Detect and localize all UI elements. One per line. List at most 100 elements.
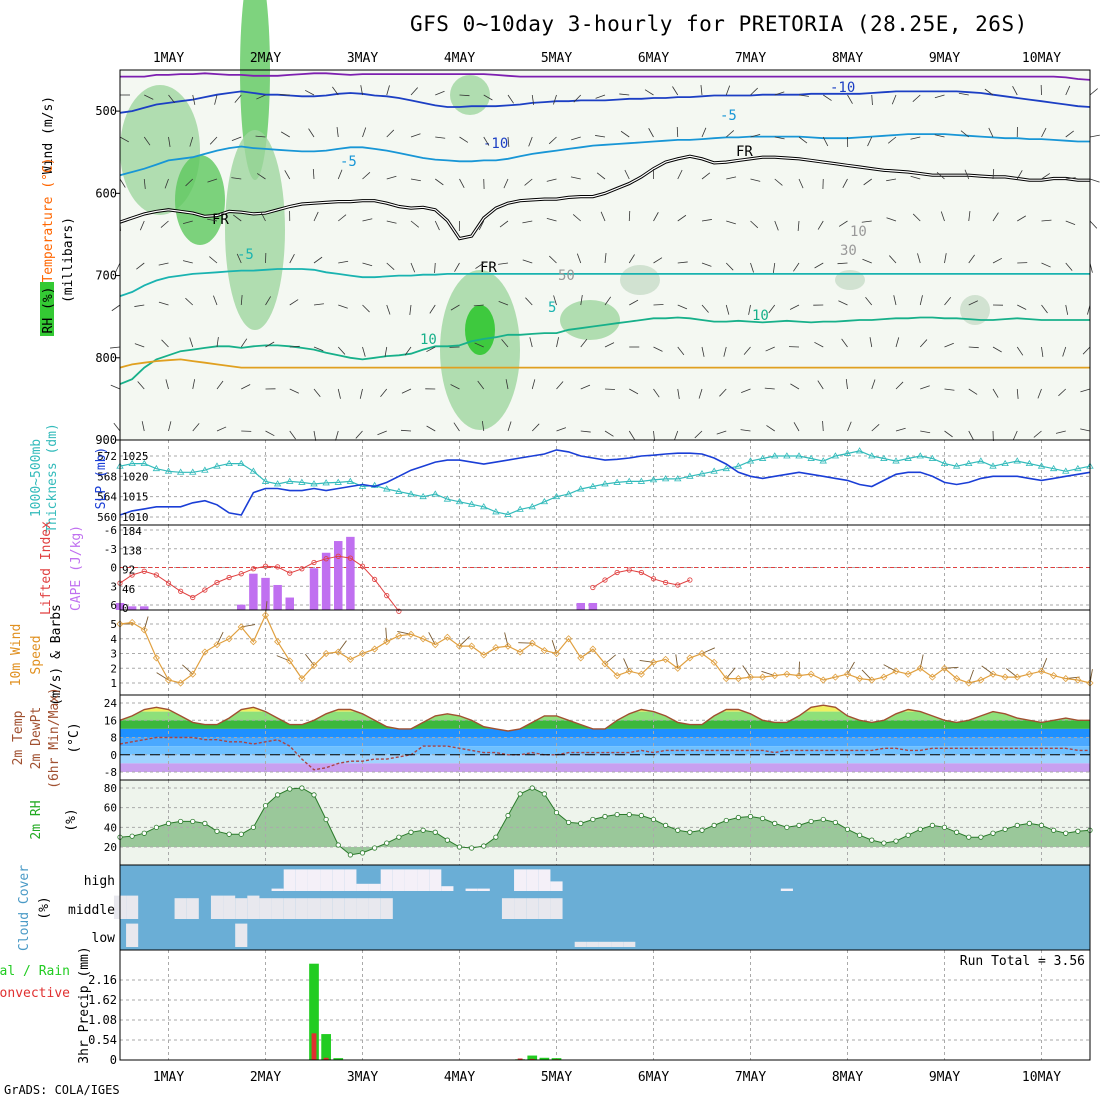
p1-mb-label: (millibars) [61, 217, 76, 303]
rh-marker [699, 827, 705, 833]
precip-convective-bar [323, 1057, 329, 1060]
wind-barb [910, 136, 921, 140]
wind-barb [289, 345, 300, 348]
wind10-marker [965, 679, 973, 687]
wind10-marker [662, 655, 670, 663]
wind-barb [240, 338, 248, 348]
wind-barb [192, 379, 196, 390]
thickness-marker [564, 490, 573, 497]
li-marker [372, 576, 378, 582]
wind-barb [384, 346, 388, 357]
thickness-marker [868, 452, 876, 459]
thickness-marker [589, 482, 597, 489]
li-marker [602, 577, 608, 583]
thickness-marker [383, 485, 391, 492]
wind-barb [653, 212, 659, 222]
p4-tick: 1 [110, 677, 117, 690]
cloud-cell-middle [126, 895, 139, 919]
wind-barb [435, 90, 445, 96]
p2-left-tick: 568 [97, 470, 117, 483]
rh-marker [857, 832, 863, 838]
wind-barb [750, 220, 759, 229]
li-marker [190, 594, 196, 601]
wind-barb [604, 388, 616, 390]
wind-barb [507, 94, 514, 104]
wind-barb [750, 134, 761, 138]
thickness-marker [758, 454, 767, 461]
wind-barb [525, 297, 533, 306]
p4-tick: 4 [110, 633, 117, 646]
thickness-marker [286, 477, 294, 484]
rh-marker [966, 834, 972, 840]
wind-barb [893, 295, 897, 306]
rh-marker [869, 837, 875, 843]
wind-barb [719, 388, 727, 397]
wind-barb [404, 346, 412, 356]
wind-barb [571, 136, 581, 141]
p2-slp-label: SLP (mb) [94, 447, 109, 510]
wind-barb [765, 346, 775, 352]
wind-barb [677, 346, 685, 356]
wind10-marker [1025, 670, 1033, 678]
li-marker [675, 582, 681, 588]
cloud-cell-high [392, 869, 405, 891]
p1-rh-label: RH (%) [41, 287, 56, 334]
p1-rh-legend-swatch [40, 282, 54, 336]
p4-label-b: Speed [29, 635, 44, 674]
wind-barb [968, 430, 974, 441]
thickness-marker [201, 466, 209, 473]
rh-marker [481, 843, 487, 849]
wind-barb [231, 136, 242, 141]
thickness-marker [613, 478, 621, 485]
wind-barb [256, 94, 266, 100]
thickness-marker [1037, 462, 1046, 469]
wind-barb [304, 89, 315, 96]
wind-barb [1065, 85, 1071, 96]
li-marker [687, 577, 693, 583]
li-marker [165, 580, 172, 586]
wind10-marker [1013, 673, 1021, 681]
wind-barb [628, 254, 635, 264]
wind-barb [410, 220, 420, 228]
wind-barb [386, 220, 397, 224]
thickness-marker [322, 479, 330, 486]
contour-label: FR [480, 260, 497, 276]
wind-barb [895, 427, 906, 432]
wind-barb [595, 94, 606, 99]
thickness-marker [977, 457, 985, 464]
rh-marker [626, 811, 632, 818]
wind-barb [119, 178, 126, 188]
wind-barb [256, 173, 266, 180]
date-label-top: 5MAY [541, 51, 572, 66]
contour-label: 5 [548, 300, 556, 316]
wind-barb [362, 218, 373, 222]
wind-barb [355, 430, 363, 439]
cape-bar [576, 602, 585, 610]
date-label-bottom: 4MAY [444, 1070, 475, 1085]
rh-marker [929, 822, 935, 828]
wind-barb [360, 85, 363, 96]
wind-barb [984, 88, 994, 96]
p8-tick: 0.54 [88, 1033, 117, 1047]
wind-barb [944, 388, 955, 391]
rh-marker [262, 803, 269, 809]
wind-barb [434, 220, 440, 231]
wind-barb [653, 430, 655, 441]
rh-marker [893, 838, 899, 844]
cloud-cell-high [538, 869, 551, 891]
wind-barb [289, 299, 299, 306]
rh-marker [275, 792, 281, 798]
wind-barb [192, 423, 200, 432]
thickness-marker [334, 478, 342, 485]
rh-marker [238, 831, 244, 837]
wind-barb [919, 339, 928, 348]
wind-barb [498, 262, 509, 265]
li-marker [347, 555, 353, 561]
cloud-cell-high [332, 869, 345, 891]
wind10-marker [443, 633, 451, 641]
rh-marker [747, 813, 754, 820]
p2-left-tick: 560 [97, 511, 117, 524]
wind-barb [1016, 388, 1019, 399]
contour-label: -5 [237, 247, 254, 263]
wind10-marker [807, 670, 815, 678]
